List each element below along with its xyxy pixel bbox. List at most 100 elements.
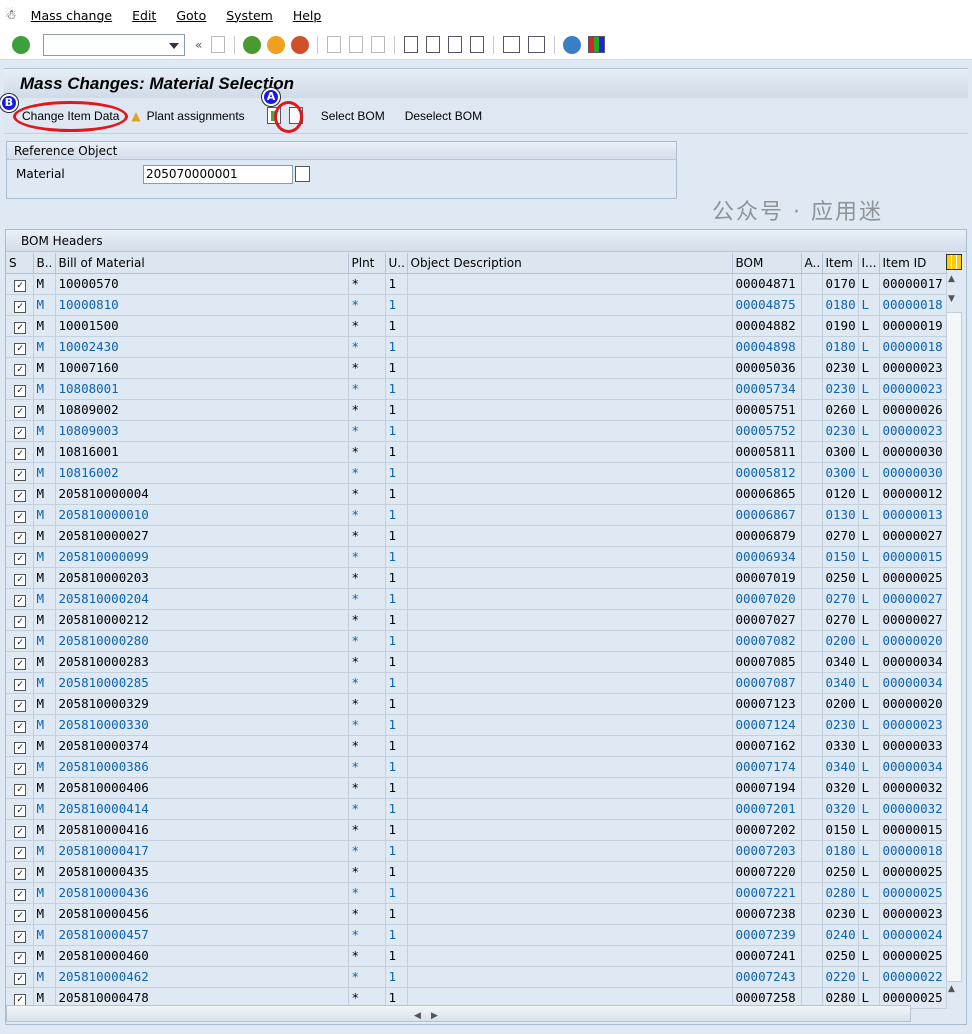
table-row[interactable]: ✓ M 205810000416 * 1 00007202 0150 L 00000015: [6, 819, 947, 841]
table-row[interactable]: ✓ M 205810000406 * 1 00007194 0320 L 00000032: [6, 777, 947, 799]
table-row[interactable]: ✓ M 10001500 * 1 00004882 0190 L 00000019: [6, 315, 947, 337]
table-row[interactable]: ✓ M 10816001 * 1 00005811 0300 L 00000030: [6, 441, 947, 463]
customize-layout-icon[interactable]: [588, 36, 606, 53]
row-checkbox[interactable]: ✓: [14, 531, 26, 544]
table-row[interactable]: ✓ M 10808001 * 1 00005734 0230 L 00000023: [6, 378, 947, 400]
table-row[interactable]: ✓ M 205810000027 * 1 00006879 0270 L 00000027: [6, 525, 947, 547]
horizontal-scrollbar[interactable]: [6, 1005, 911, 1022]
table-row[interactable]: ✓ M 205810000374 * 1 00007162 0330 L 00000033: [6, 735, 947, 757]
print-icon[interactable]: [327, 36, 342, 53]
table-row[interactable]: ✓ M 205810000414 * 1 00007201 0320 L 00000032: [6, 798, 947, 820]
table-row[interactable]: ✓ M 205810000004 * 1 00006865 0120 L 00000012: [6, 483, 947, 505]
row-checkbox[interactable]: ✓: [14, 363, 26, 376]
column-header-usage[interactable]: U..: [385, 253, 408, 274]
column-header-object-description[interactable]: Object Description: [407, 253, 733, 274]
scroll-up-button[interactable]: ▲: [948, 274, 955, 284]
menu-mass-change[interactable]: Mass change: [30, 7, 113, 23]
row-checkbox[interactable]: ✓: [14, 720, 26, 733]
plant-assignments-button[interactable]: Plant assignments: [146, 108, 245, 123]
table-row[interactable]: ✓ M 205810000283 * 1 00007085 0340 L 00000034: [6, 651, 947, 673]
column-header-plant[interactable]: Plnt: [348, 253, 386, 274]
column-header-bom-usage[interactable]: B..: [33, 253, 56, 274]
table-row[interactable]: ✓ M 205810000330 * 1 00007124 0230 L 00000023: [6, 714, 947, 736]
table-row[interactable]: ✓ M 205810000099 * 1 00006934 0150 L 00000015: [6, 546, 947, 568]
table-row[interactable]: ✓ M 205810000386 * 1 00007174 0340 L 00000034: [6, 756, 947, 778]
row-checkbox[interactable]: ✓: [14, 510, 26, 523]
scroll-left-button[interactable]: ◀: [414, 1011, 421, 1021]
row-checkbox[interactable]: ✓: [14, 384, 26, 397]
row-checkbox[interactable]: ✓: [14, 279, 26, 292]
row-checkbox[interactable]: ✓: [14, 972, 26, 985]
column-header-bom[interactable]: BOM: [732, 253, 802, 274]
scroll-up-button-bottom[interactable]: ▲: [948, 984, 955, 994]
row-checkbox[interactable]: ✓: [14, 321, 26, 334]
row-checkbox[interactable]: ✓: [14, 636, 26, 649]
previous-page-icon[interactable]: [426, 36, 441, 53]
column-header-item-id[interactable]: Item ID: [879, 253, 947, 274]
table-row[interactable]: ✓ M 205810000329 * 1 00007123 0200 L 00000020: [6, 693, 947, 715]
table-row[interactable]: ✓ M 205810000204 * 1 00007020 0270 L 00000027: [6, 588, 947, 610]
menu-system[interactable]: System: [226, 7, 273, 23]
table-row[interactable]: ✓ M 205810000457 * 1 00007239 0240 L 00000024: [6, 924, 947, 946]
row-checkbox[interactable]: ✓: [14, 951, 26, 964]
material-field[interactable]: 205070000001: [143, 165, 293, 184]
help-icon[interactable]: [563, 35, 582, 54]
next-page-icon[interactable]: [448, 36, 463, 53]
find-icon[interactable]: [349, 36, 364, 53]
table-row[interactable]: ✓ M 205810000203 * 1 00007019 0250 L 00000025: [6, 567, 947, 589]
column-header-item-category[interactable]: I...: [858, 253, 880, 274]
row-checkbox[interactable]: ✓: [14, 657, 26, 670]
table-row[interactable]: ✓ M 205810000010 * 1 00006867 0130 L 00000013: [6, 504, 947, 526]
row-checkbox[interactable]: ✓: [14, 699, 26, 712]
row-checkbox[interactable]: ✓: [14, 762, 26, 775]
table-row[interactable]: ✓ M 205810000280 * 1 00007082 0200 L 00000020: [6, 630, 947, 652]
row-checkbox[interactable]: ✓: [14, 909, 26, 922]
row-checkbox[interactable]: ✓: [14, 300, 26, 313]
table-row[interactable]: ✓ M 205810000478 * 1 00007258 0280 L 00000025: [6, 987, 947, 1009]
row-checkbox[interactable]: ✓: [14, 678, 26, 691]
row-checkbox[interactable]: ✓: [14, 468, 26, 481]
first-page-icon[interactable]: [404, 36, 419, 53]
column-header-select[interactable]: S: [6, 253, 34, 274]
table-row[interactable]: ✓ M 10007160 * 1 00005036 0230 L 00000023: [6, 357, 947, 379]
exit-icon[interactable]: [267, 35, 286, 54]
shortcut-icon[interactable]: [528, 36, 546, 53]
row-checkbox[interactable]: ✓: [14, 489, 26, 502]
column-header-item[interactable]: Item: [822, 253, 859, 274]
row-checkbox[interactable]: ✓: [14, 405, 26, 418]
row-checkbox[interactable]: ✓: [14, 741, 26, 754]
scroll-right-button[interactable]: ▶: [431, 1011, 438, 1021]
collapse-icon[interactable]: «: [195, 37, 203, 52]
table-row[interactable]: ✓ M 10816002 * 1 00005812 0300 L 00000030: [6, 462, 947, 484]
deselect-bom-button[interactable]: Deselect BOM: [404, 108, 483, 123]
save-icon[interactable]: [211, 36, 226, 53]
row-checkbox[interactable]: ✓: [14, 804, 26, 817]
row-checkbox[interactable]: ✓: [14, 783, 26, 796]
row-checkbox[interactable]: ✓: [14, 342, 26, 355]
table-row[interactable]: ✓ M 10809003 * 1 00005752 0230 L 00000023: [6, 420, 947, 442]
menu-icon[interactable]: ☃: [5, 7, 17, 23]
find-next-icon[interactable]: [371, 36, 386, 53]
table-row[interactable]: ✓ M 10809002 * 1 00005751 0260 L 00000026: [6, 399, 947, 421]
new-session-icon[interactable]: [503, 36, 521, 53]
table-row[interactable]: ✓ M 205810000456 * 1 00007238 0230 L 00000023: [6, 903, 947, 925]
enter-icon[interactable]: [12, 35, 30, 54]
table-row[interactable]: ✓ M 205810000417 * 1 00007203 0180 L 00000018: [6, 840, 947, 862]
scroll-thumb[interactable]: [946, 312, 962, 982]
table-row[interactable]: ✓ M 205810000212 * 1 00007027 0270 L 00000027: [6, 609, 947, 631]
row-checkbox[interactable]: ✓: [14, 888, 26, 901]
column-header-alternative[interactable]: A..: [801, 253, 823, 274]
row-checkbox[interactable]: ✓: [14, 573, 26, 586]
row-checkbox[interactable]: ✓: [14, 825, 26, 838]
table-row[interactable]: ✓ M 205810000285 * 1 00007087 0340 L 00000034: [6, 672, 947, 694]
table-row[interactable]: ✓ M 10002430 * 1 00004898 0180 L 00000018: [6, 336, 947, 358]
menu-help[interactable]: Help: [292, 7, 322, 23]
menu-goto[interactable]: Goto: [176, 7, 207, 23]
scroll-down-button[interactable]: ▼: [948, 294, 955, 304]
last-page-icon[interactable]: [470, 36, 485, 53]
table-row[interactable]: ✓ M 205810000460 * 1 00007241 0250 L 00000025: [6, 945, 947, 967]
row-checkbox[interactable]: ✓: [14, 447, 26, 460]
cancel-icon[interactable]: [291, 35, 310, 54]
table-row[interactable]: ✓ M 10000570 * 1 00004871 0170 L 00000017: [6, 273, 947, 295]
row-checkbox[interactable]: ✓: [14, 846, 26, 859]
